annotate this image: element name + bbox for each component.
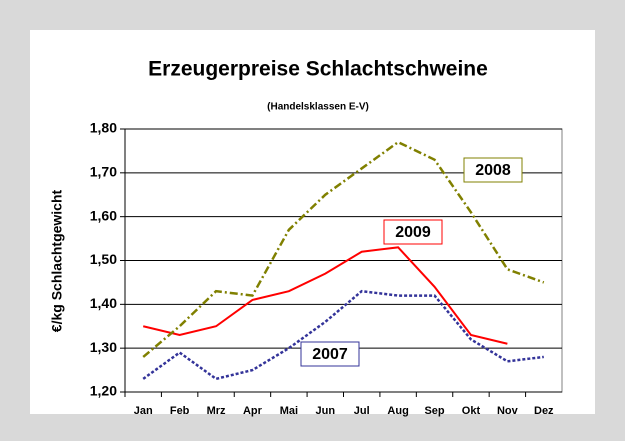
series-line [142,289,544,381]
y-tick-label: 1,80 [90,120,117,136]
series-label: 2007 [312,346,348,363]
x-tick-label: Mrz [207,405,226,417]
y-tick-label: 1,20 [90,383,117,399]
x-tick-label: Jul [354,405,370,417]
chart-title: Erzeugerpreise Schlachtschweine [148,58,488,81]
x-tick-label: Okt [462,405,481,417]
y-tick-label: 1,50 [90,251,117,267]
series-label-box [300,341,360,367]
x-tick-label: Aug [387,405,408,417]
series-line [142,140,545,358]
x-tick-label: Jun [316,405,336,417]
x-tick-label: Apr [243,405,263,417]
series-label: 2008 [475,162,511,179]
y-tick-label: 1,30 [90,339,117,355]
series-line [142,246,508,345]
series-label: 2009 [395,224,431,241]
y-axis-label: €/kg Schlachtgewicht [49,189,65,332]
x-tick-label: Dez [534,405,554,417]
y-tick-label: 1,40 [90,295,117,311]
series-label-box [463,157,523,183]
y-tick-label: 1,60 [90,207,117,223]
x-tick-label: Feb [170,405,190,417]
x-tick-label: Jan [134,405,153,417]
x-tick-label: Mai [280,405,298,417]
series-label-box [383,219,443,245]
x-tick-label: Sep [424,405,444,417]
chart-subtitle: (Handelsklassen E-V) [267,102,369,113]
x-tick-label: Nov [497,405,519,417]
y-tick-label: 1,70 [90,164,117,180]
